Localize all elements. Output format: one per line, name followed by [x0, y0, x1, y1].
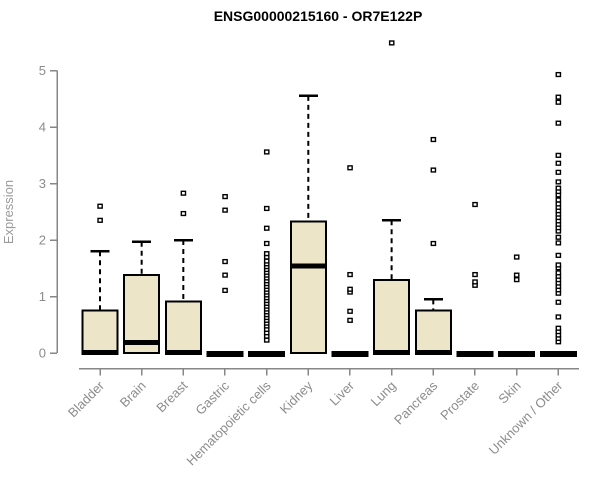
- box: [373, 279, 411, 354]
- outlier-point: [472, 201, 478, 208]
- outlier-point: [555, 325, 562, 331]
- box: [164, 300, 202, 354]
- outlier-point: [347, 271, 353, 278]
- y-tick-label: 2: [39, 233, 46, 248]
- box: [289, 220, 327, 354]
- x-tick-label: Skin: [495, 378, 523, 406]
- median-line: [331, 351, 369, 357]
- outlier-point: [347, 165, 353, 171]
- outlier-point: [555, 94, 562, 100]
- x-tick-label: Liver: [327, 378, 358, 409]
- x-tick-label: Breast: [153, 378, 190, 415]
- outlier-point: [347, 286, 353, 292]
- outlier-point: [555, 197, 562, 203]
- outlier-point: [555, 179, 562, 185]
- outlier-point: [555, 314, 562, 320]
- outlier-point: [555, 234, 562, 240]
- outlier-point: [263, 240, 270, 247]
- median-line: [164, 349, 202, 355]
- y-tick-label: 4: [39, 120, 46, 135]
- median-line: [456, 351, 494, 357]
- outlier-point: [430, 240, 437, 247]
- median-line: [123, 340, 161, 346]
- outlier-point: [430, 136, 437, 143]
- y-tick-label: 0: [39, 346, 46, 361]
- x-tick-label: Brain: [117, 378, 149, 410]
- outlier-point: [555, 262, 562, 268]
- outlier-point: [555, 160, 562, 166]
- x-tick-label: Unknown / Other: [486, 378, 566, 458]
- x-tick-label: Lung: [368, 378, 399, 409]
- median-line: [289, 263, 327, 269]
- outlier-point: [555, 185, 562, 191]
- x-tick-label: Kidney: [277, 378, 316, 417]
- median-line: [373, 349, 411, 355]
- outlier-point: [347, 308, 353, 314]
- x-tick-label: Prostate: [437, 378, 482, 423]
- y-tick-label: 1: [39, 289, 46, 304]
- outlier-point: [513, 254, 520, 260]
- median-line: [81, 349, 119, 355]
- outlier-point: [555, 299, 562, 305]
- outlier-point: [222, 258, 228, 265]
- outlier-point: [513, 272, 520, 278]
- median-line: [414, 349, 452, 355]
- outlier-point: [97, 203, 103, 209]
- y-axis-title: Expression: [1, 179, 16, 245]
- median-line: [248, 351, 286, 357]
- outlier-point: [180, 190, 187, 196]
- outlier-point: [222, 193, 228, 200]
- x-tick-label: Gastric: [192, 378, 232, 418]
- outlier-point: [263, 337, 270, 343]
- outlier-point: [555, 152, 562, 158]
- outlier-point: [555, 99, 562, 105]
- outlier-point: [180, 210, 187, 217]
- chart-title: ENSG00000215160 - OR7E122P: [213, 8, 423, 24]
- median-line: [539, 351, 577, 357]
- box: [414, 309, 452, 354]
- outlier-point: [555, 252, 562, 258]
- y-tick-label: 3: [39, 176, 46, 191]
- outlier-point: [430, 167, 437, 173]
- box: [81, 309, 119, 354]
- outlier-point: [472, 279, 478, 285]
- outlier-point: [222, 272, 228, 278]
- outlier-point: [472, 271, 478, 278]
- outlier-point: [555, 71, 562, 78]
- outlier-point: [555, 120, 562, 126]
- outlier-point: [263, 149, 270, 155]
- x-tick-label: Bladder: [65, 378, 108, 421]
- median-line: [206, 351, 244, 357]
- outlier-point: [222, 287, 228, 293]
- outlier-point: [555, 169, 562, 175]
- median-line: [498, 351, 536, 357]
- outlier-point: [263, 251, 270, 257]
- outlier-point: [97, 217, 103, 223]
- outlier-point: [263, 205, 270, 212]
- box: [123, 274, 161, 354]
- outlier-point: [513, 277, 520, 283]
- outlier-point: [263, 225, 270, 231]
- outlier-point: [555, 270, 562, 276]
- outlier-point: [263, 258, 270, 264]
- outlier-point: [388, 40, 395, 46]
- outlier-point: [555, 201, 562, 207]
- y-tick-label: 5: [39, 63, 46, 78]
- x-tick-label: Pancreas: [391, 378, 441, 428]
- outlier-point: [222, 207, 228, 213]
- outlier-point: [347, 317, 353, 323]
- outlier-point: [555, 240, 562, 246]
